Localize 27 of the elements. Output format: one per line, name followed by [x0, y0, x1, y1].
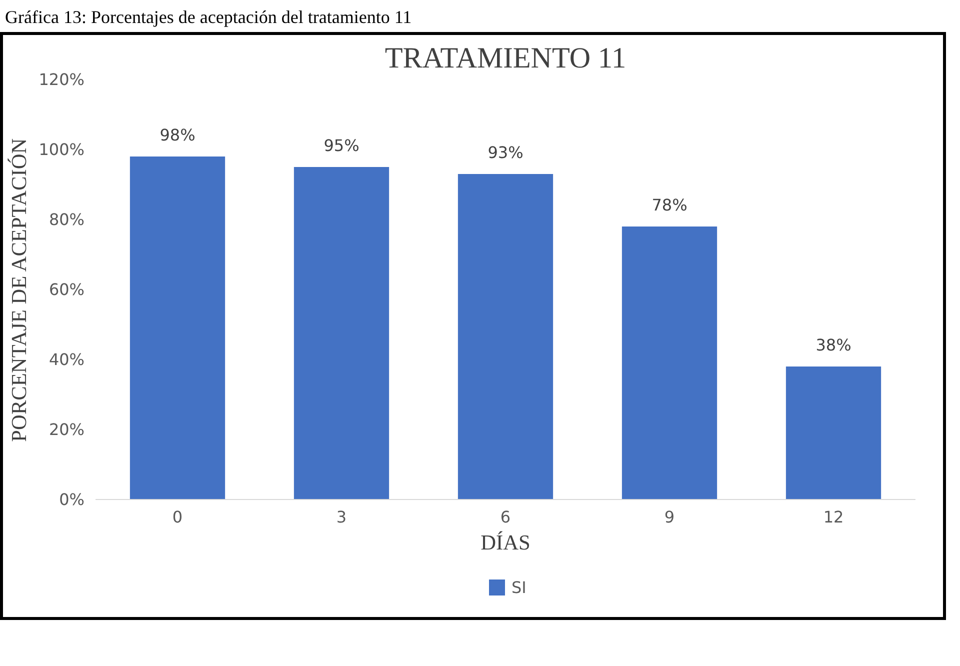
y-tick-label: 40%: [48, 350, 84, 369]
bar: [622, 226, 718, 500]
x-tick-label: 0: [172, 508, 183, 526]
x-axis-title: DÍAS: [480, 530, 530, 554]
text: 78%: [652, 196, 688, 214]
x-tick-label: 3: [336, 508, 347, 526]
y-tick-label: 0%: [59, 490, 85, 509]
y-tick-label: 80%: [48, 210, 84, 229]
y-tick-label: 60%: [48, 280, 84, 299]
text: 93%: [488, 143, 524, 162]
x-tick-label: 9: [664, 508, 675, 526]
x-tick-label: 12: [823, 508, 844, 526]
y-tick-label: 120%: [38, 70, 85, 89]
text: 95%: [324, 136, 360, 155]
y-tick-label: 20%: [48, 420, 84, 439]
bar: [130, 156, 226, 500]
text: 98%: [160, 126, 196, 144]
y-axis-title: PORCENTAJE DE ACEPTACIÓN: [6, 138, 31, 442]
chart-title: TRATAMIENTO 11: [384, 42, 626, 74]
legend-label: SI: [512, 578, 528, 596]
bar: [786, 366, 882, 500]
bar: [458, 174, 554, 500]
text: 38%: [816, 336, 852, 354]
text: Gráfica 13: Porcentajes de aceptación del tratamiento 11: [5, 6, 412, 29]
bar: [294, 167, 390, 500]
x-tick-label: 6: [500, 508, 511, 526]
y-tick-label: 100%: [38, 140, 85, 159]
